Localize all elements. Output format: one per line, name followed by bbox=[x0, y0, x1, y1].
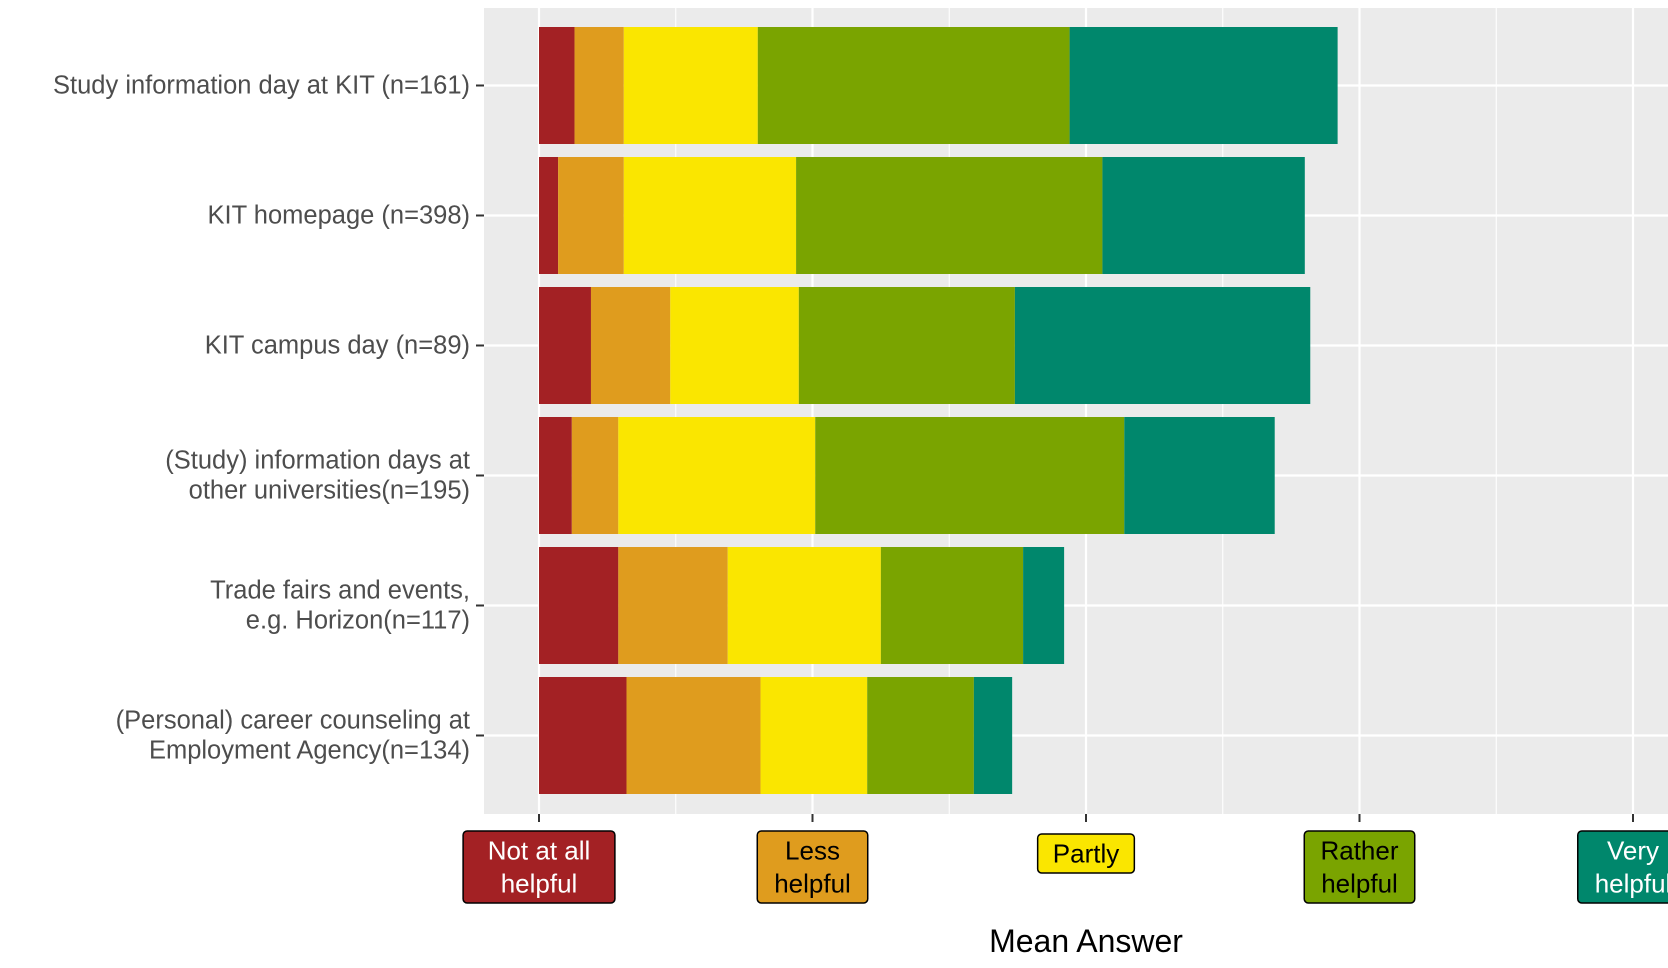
bar-segment bbox=[539, 417, 572, 534]
bar-segment bbox=[623, 27, 758, 144]
bar-segment bbox=[539, 287, 591, 404]
bar-segment bbox=[727, 547, 881, 664]
y-tick-label: e.g. Horizon(n=117) bbox=[246, 607, 470, 635]
bar-segment bbox=[880, 547, 1024, 664]
bar-segment bbox=[815, 417, 1125, 534]
x-tick-label-text: Less bbox=[785, 836, 840, 866]
x-tick-label-box bbox=[1036, 833, 1136, 874]
bar-segment bbox=[1014, 287, 1311, 404]
x-tick-label-box bbox=[462, 830, 616, 904]
y-tick-label: other universities(n=195) bbox=[189, 477, 470, 505]
bar-segment bbox=[798, 287, 1015, 404]
bar-segment bbox=[1069, 27, 1338, 144]
x-tick-label-text: Very bbox=[1607, 836, 1659, 866]
y-tick-label: KIT homepage (n=398) bbox=[208, 202, 471, 230]
x-tick-label-box bbox=[1577, 830, 1668, 904]
x-tick-label-text: Not at all bbox=[488, 836, 591, 866]
x-tick-label-text: helpful bbox=[1321, 869, 1398, 899]
x-tick-label-text: helpful bbox=[774, 869, 851, 899]
bar-segment bbox=[539, 677, 627, 794]
y-tick-label: Employment Agency(n=134) bbox=[149, 737, 470, 765]
bar-segment bbox=[973, 677, 1013, 794]
bar-segment bbox=[626, 677, 761, 794]
bar-segment bbox=[867, 677, 974, 794]
y-axis: Study information day at KIT (n=161) KIT … bbox=[53, 72, 484, 765]
bar-segment bbox=[590, 287, 671, 404]
y-tick-label: (Personal) career counseling at bbox=[116, 707, 470, 735]
x-tick-label-text: helpful bbox=[1595, 869, 1668, 899]
x-tick-label-text: Partly bbox=[1053, 839, 1119, 869]
bar-segment bbox=[623, 157, 797, 274]
bar-segment bbox=[539, 157, 559, 274]
bar-segment bbox=[618, 417, 816, 534]
bar-segment bbox=[1023, 547, 1065, 664]
bar-segment bbox=[757, 27, 1070, 144]
x-tick-label-text: Rather bbox=[1320, 836, 1398, 866]
bar-segment bbox=[796, 157, 1103, 274]
bar-segment bbox=[1124, 417, 1275, 534]
y-tick-label: KIT campus day (n=89) bbox=[205, 332, 470, 360]
bar-segment bbox=[539, 27, 575, 144]
bar-segment bbox=[618, 547, 728, 664]
bar-segment bbox=[558, 157, 624, 274]
bar-segment bbox=[571, 417, 619, 534]
x-axis-title: Mean Answer bbox=[989, 923, 1183, 959]
x-tick-label: Partly bbox=[1036, 833, 1136, 874]
x-tick-label-box bbox=[1303, 830, 1416, 904]
bar-segment bbox=[539, 547, 619, 664]
bar-segment bbox=[1102, 157, 1305, 274]
y-tick-label: Trade fairs and events, bbox=[210, 577, 470, 605]
bar-segment bbox=[760, 677, 868, 794]
bar-segment bbox=[670, 287, 799, 404]
x-tick-label-text: helpful bbox=[501, 869, 578, 899]
y-tick-label: (Study) information days at bbox=[165, 447, 470, 475]
x-tick-label-box bbox=[756, 830, 869, 904]
bar-segment bbox=[574, 27, 624, 144]
bars bbox=[539, 27, 1338, 794]
y-tick-label: Study information day at KIT (n=161) bbox=[53, 72, 470, 100]
